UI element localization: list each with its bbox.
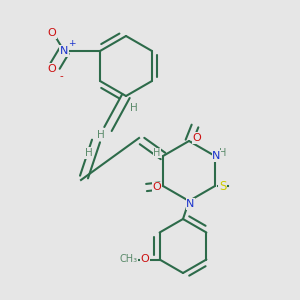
Text: O: O	[153, 182, 161, 193]
Text: CH₃: CH₃	[119, 254, 137, 265]
Text: -: -	[59, 71, 63, 82]
Text: O: O	[48, 64, 56, 74]
Text: N: N	[212, 151, 221, 161]
Text: N: N	[60, 46, 68, 56]
Text: O: O	[192, 133, 201, 143]
Text: O: O	[140, 254, 149, 265]
Text: H: H	[97, 130, 104, 140]
Text: H: H	[85, 148, 92, 158]
Text: +: +	[68, 39, 75, 48]
Text: H: H	[130, 103, 137, 113]
Text: O: O	[48, 28, 56, 38]
Text: H: H	[153, 148, 161, 158]
Text: N: N	[186, 199, 195, 209]
Text: H: H	[219, 148, 226, 158]
Text: S: S	[219, 179, 226, 193]
